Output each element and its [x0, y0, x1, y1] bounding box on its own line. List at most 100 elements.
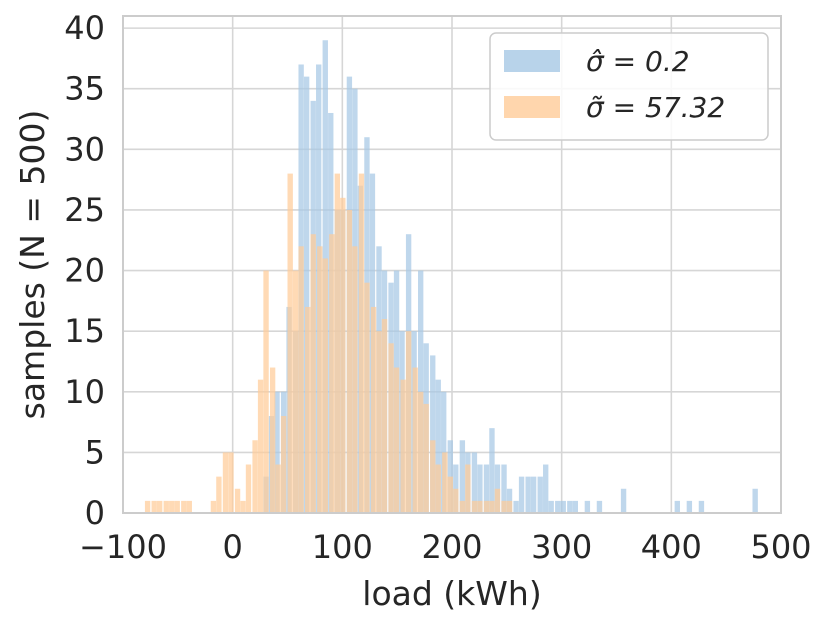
- histogram-bar: [405, 331, 412, 513]
- histogram-bar: [370, 306, 377, 513]
- histogram-bar: [435, 464, 441, 513]
- histogram-bar: [567, 500, 573, 513]
- histogram-bar: [263, 270, 269, 513]
- histogram-bar: [352, 246, 358, 513]
- histogram-bar: [459, 500, 466, 513]
- histogram-bar: [156, 500, 163, 513]
- x-tick-label: 100: [312, 528, 373, 566]
- histogram-bar: [329, 234, 335, 513]
- histogram-bar: [518, 476, 525, 513]
- x-tick-label: 400: [641, 528, 702, 566]
- histogram-bar: [543, 464, 549, 513]
- histogram-bar: [388, 343, 394, 513]
- y-tick-label: 20: [64, 252, 105, 290]
- histogram-bar: [430, 355, 436, 513]
- histogram-bar: [596, 500, 603, 513]
- histogram-bar: [210, 500, 217, 513]
- histogram-bar: [186, 500, 192, 513]
- histogram-bar: [381, 319, 388, 513]
- x-tick-labels: −100 0 100 200 300 400 500: [79, 528, 811, 566]
- legend: σ̂ = 0.2 σ̃ = 57.32: [489, 32, 769, 141]
- x-tick-label: −100: [79, 528, 167, 566]
- histogram-bar: [530, 476, 537, 513]
- histogram-bar: [501, 464, 507, 513]
- histogram-bar: [513, 500, 519, 513]
- histogram-bar: [252, 440, 258, 513]
- histogram-bar: [435, 379, 441, 513]
- x-axis-label: load (kWh): [362, 574, 541, 613]
- histogram-bar: [483, 464, 490, 513]
- histogram-bar: [174, 500, 180, 513]
- histogram-bar: [477, 464, 483, 513]
- histogram-bar: [447, 476, 453, 513]
- y-tick-label: 10: [64, 373, 105, 411]
- histogram-bar: [216, 476, 222, 513]
- histogram-bar: [144, 500, 151, 513]
- histogram-bar: [418, 391, 424, 513]
- x-tick-label: 200: [421, 528, 482, 566]
- histogram-bar: [393, 367, 400, 513]
- histogram-bar: [453, 488, 459, 513]
- histogram-bar: [430, 440, 436, 513]
- histogram-bar: [340, 197, 346, 513]
- histogram-bar: [489, 500, 495, 513]
- y-tick-label: 15: [64, 312, 105, 350]
- histogram-bar: [548, 500, 554, 513]
- histogram-bar: [471, 500, 478, 513]
- y-tick-label: 25: [64, 191, 105, 229]
- histogram-bar: [465, 464, 471, 513]
- y-tick-label: 0: [85, 494, 105, 532]
- histogram-bar: [698, 500, 705, 513]
- histogram-bar: [280, 416, 287, 513]
- histogram-bar: [334, 173, 341, 513]
- histogram-bar: [400, 379, 406, 513]
- histogram-bar: [364, 282, 370, 513]
- histogram-bar: [459, 440, 466, 513]
- y-tick-label: 5: [85, 433, 105, 471]
- histogram-bar: [222, 452, 229, 513]
- histogram-bar: [275, 464, 281, 513]
- histogram-bar: [752, 488, 758, 513]
- histogram-bar: [245, 464, 252, 513]
- histogram-bar: [525, 476, 531, 513]
- histogram-bar: [163, 500, 169, 513]
- histogram-bar: [305, 306, 311, 513]
- histogram-bar: [358, 173, 365, 513]
- histogram-bar: [489, 428, 495, 513]
- histogram-bar: [477, 500, 483, 513]
- histogram-bar: [442, 452, 448, 513]
- histogram-bar: [412, 367, 418, 513]
- plot-border: [122, 15, 782, 514]
- histogram-bar: [274, 391, 280, 513]
- histogram-bar: [322, 258, 328, 513]
- histogram-bar: [501, 500, 507, 513]
- y-tick-label: 35: [64, 70, 105, 108]
- y-tick-label: 40: [64, 9, 105, 47]
- y-tick-label: 30: [64, 130, 105, 168]
- histogram-bar: [292, 270, 299, 513]
- histogram-bar: [287, 173, 293, 513]
- histogram-bar: [151, 500, 157, 513]
- x-tick-label: 300: [531, 528, 592, 566]
- histogram-bar: [620, 488, 627, 513]
- histogram-bar: [483, 500, 490, 513]
- histogram-bar: [346, 209, 353, 513]
- histogram-bar: [423, 403, 429, 513]
- histogram-bar: [234, 488, 241, 513]
- histogram-bar: [169, 500, 175, 513]
- histogram-bar: [376, 331, 382, 513]
- legend-label-sigma-tilde: σ̃ = 57.32: [586, 91, 725, 124]
- y-axis-label: samples (N = 500): [13, 110, 52, 420]
- legend-swatch-sigma-hat: [504, 50, 560, 72]
- histogram-bar: [584, 500, 591, 513]
- histogram-bar: [228, 452, 234, 513]
- x-tick-label: 500: [750, 528, 811, 566]
- histogram-bar: [240, 500, 246, 513]
- histogram-bar: [560, 500, 566, 513]
- legend-label-sigma-hat: σ̂ = 0.2: [586, 45, 690, 78]
- histogram-bar: [686, 500, 693, 513]
- histogram-bar: [298, 246, 304, 513]
- histogram-bar: [471, 452, 478, 513]
- histogram-bar: [181, 500, 187, 513]
